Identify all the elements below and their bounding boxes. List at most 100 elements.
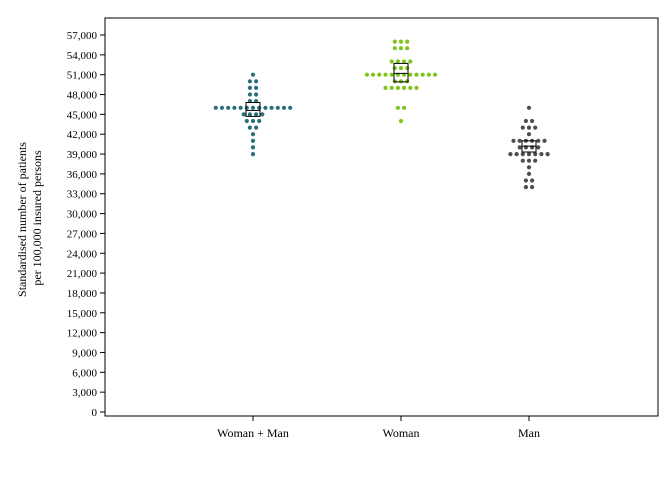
y-tick-label: 15,000 — [67, 308, 98, 320]
mean-interval-box — [245, 102, 261, 117]
data-point — [414, 85, 419, 90]
data-point — [392, 66, 397, 71]
data-point — [392, 46, 397, 51]
data-point — [389, 72, 394, 77]
data-point — [530, 178, 535, 183]
data-point — [250, 138, 256, 143]
data-point — [395, 59, 400, 64]
data-point — [247, 112, 252, 117]
data-point — [520, 152, 525, 157]
data-point — [226, 105, 231, 110]
data-point — [526, 105, 532, 110]
data-point — [244, 105, 249, 110]
data-point — [536, 138, 541, 143]
data-point — [523, 185, 529, 190]
x-axis-ticks: Woman + Man Woman Man — [217, 416, 540, 440]
data-point — [250, 132, 256, 137]
data-point — [260, 112, 265, 117]
data-point — [238, 105, 243, 110]
x-tick-label: Man — [518, 426, 540, 440]
data-point — [433, 72, 438, 77]
data-point — [250, 105, 256, 110]
y-tick-label: 18,000 — [67, 288, 98, 300]
data-point — [520, 158, 525, 163]
data-point — [257, 105, 262, 110]
data-point — [545, 152, 550, 157]
data-point — [526, 132, 532, 137]
y-tick-label: 42,000 — [67, 129, 98, 141]
data-point — [426, 72, 431, 77]
data-point — [254, 85, 259, 90]
data-point — [539, 152, 544, 157]
data-point — [389, 59, 394, 64]
data-point — [269, 105, 274, 110]
data-point — [533, 125, 538, 130]
data-point — [398, 79, 404, 84]
data-point — [395, 105, 400, 110]
data-point — [213, 105, 218, 110]
data-point — [402, 105, 407, 110]
data-point — [275, 105, 280, 110]
data-point — [526, 125, 532, 130]
data-point — [542, 138, 547, 143]
data-point — [392, 79, 397, 84]
y-tick-label: 0 — [92, 407, 98, 419]
data-point — [533, 152, 538, 157]
data-point — [398, 118, 404, 124]
data-point — [377, 72, 382, 77]
data-point — [247, 125, 252, 130]
data-point — [402, 85, 407, 90]
data-point — [389, 85, 394, 90]
y-tick-label: 45,000 — [67, 109, 98, 121]
data-point — [281, 105, 287, 110]
data-point — [408, 72, 413, 77]
data-point — [517, 145, 522, 150]
y-tick-label: 21,000 — [67, 268, 98, 280]
y-tick-label: 24,000 — [67, 248, 98, 260]
data-point — [392, 39, 397, 44]
data-point — [530, 118, 535, 124]
data-point — [405, 39, 410, 44]
data-point — [395, 85, 400, 90]
data-point — [364, 72, 369, 77]
data-point — [514, 152, 519, 157]
y-tick-label: 57,000 — [67, 30, 98, 42]
data-point — [250, 72, 256, 77]
y-axis-title-line-1: Standardised number of patients — [15, 142, 29, 297]
data-point — [408, 59, 413, 64]
data-point — [383, 72, 388, 77]
data-point — [526, 158, 532, 163]
y-axis-title: Standardised number of patients per 100,… — [15, 139, 44, 297]
data-point — [398, 66, 404, 71]
data-point — [254, 79, 259, 84]
data-point — [420, 72, 425, 77]
data-point — [530, 185, 535, 190]
data-point — [254, 92, 259, 97]
y-tick-label: 39,000 — [67, 149, 98, 161]
data-point — [398, 39, 404, 44]
data-point — [520, 125, 525, 130]
data-point — [398, 46, 404, 51]
data-point — [511, 138, 516, 143]
data-point — [257, 118, 262, 124]
data-point — [405, 66, 410, 71]
data-point — [247, 85, 252, 90]
y-tick-label: 9,000 — [72, 347, 97, 359]
data-point — [402, 59, 407, 64]
data-point — [254, 112, 259, 117]
x-tick-label: Woman + Man — [217, 426, 289, 440]
data-point — [405, 79, 410, 84]
data-point — [288, 105, 293, 110]
y-tick-label: 54,000 — [67, 50, 98, 62]
data-point — [247, 92, 252, 97]
data-point — [263, 105, 268, 110]
mean-interval-box — [393, 62, 409, 83]
data-point — [250, 118, 256, 124]
data-point — [414, 72, 419, 77]
y-axis-ticks: 0 3,000 6,000 9,000 12,000 15,000 18,000 21,000… — [67, 30, 105, 419]
data-point — [523, 118, 529, 124]
y-axis-title-line-2: per 100,000 insured persons — [30, 150, 44, 286]
data-point — [254, 125, 259, 130]
y-tick-label: 3,000 — [72, 387, 97, 399]
